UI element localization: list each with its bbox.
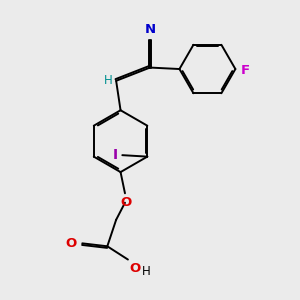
Text: N: N (144, 23, 156, 36)
Text: O: O (66, 237, 77, 250)
Text: F: F (241, 64, 250, 77)
Text: I: I (113, 148, 118, 162)
Text: H: H (103, 74, 112, 87)
Text: H: H (142, 265, 151, 278)
Text: O: O (129, 262, 140, 275)
Text: O: O (121, 196, 132, 208)
